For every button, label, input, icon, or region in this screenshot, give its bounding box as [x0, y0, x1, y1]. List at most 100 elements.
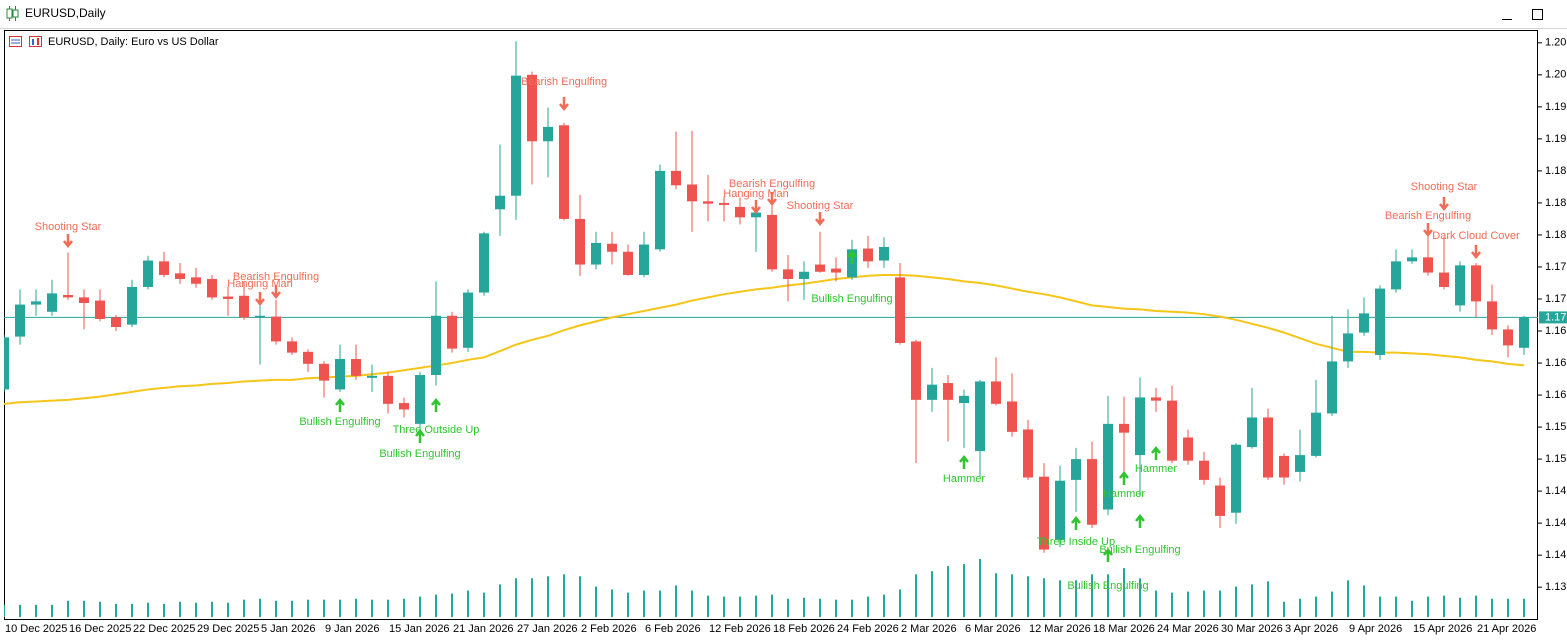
candle-body	[303, 351, 313, 364]
volume-bar	[691, 590, 693, 617]
pattern-arrow	[1119, 470, 1129, 485]
y-tick-label: 1.14	[1545, 517, 1566, 529]
candle-body	[735, 206, 745, 218]
candle-body	[1423, 257, 1433, 273]
volume-bar	[579, 576, 581, 617]
x-tick-label: 12 Feb 2026	[709, 623, 771, 635]
candle-body	[687, 184, 697, 202]
pattern-arrow	[1151, 445, 1161, 460]
y-tick-label: 1.18	[1545, 165, 1566, 177]
candle-body	[975, 381, 985, 452]
pattern-arrow	[767, 192, 777, 207]
candle-body	[1199, 460, 1209, 480]
volume-bar	[19, 604, 21, 617]
candle-body	[911, 341, 921, 400]
volume-bar	[1459, 597, 1461, 617]
volume-bar	[1491, 598, 1493, 617]
title-bar	[0, 0, 1567, 28]
candle-body	[1343, 333, 1353, 362]
volume-bar	[947, 566, 949, 617]
candle-body	[351, 359, 361, 376]
pattern-arrow	[1423, 223, 1433, 238]
x-tick-label: 24 Feb 2026	[837, 623, 899, 635]
moving-average	[4, 273, 1525, 405]
candle-body	[799, 271, 809, 279]
volume-bar	[467, 590, 469, 617]
candle-body	[111, 317, 121, 328]
candle-body	[239, 295, 249, 318]
volume-bar	[83, 600, 85, 617]
volume-bar	[435, 594, 437, 617]
volume-bar	[1427, 596, 1429, 617]
volume-bar	[1523, 598, 1525, 617]
candle-body	[991, 381, 1001, 404]
volume-bar	[403, 598, 405, 617]
candle-body	[879, 246, 889, 261]
candle-body	[63, 294, 73, 298]
x-tick-label: 21 Apr 2026	[1477, 623, 1536, 635]
x-tick-label: 22 Dec 2025	[133, 623, 195, 635]
volume-bar	[883, 594, 885, 617]
x-tick-label: 18 Mar 2026	[1093, 623, 1155, 635]
volume-bar	[1123, 568, 1125, 617]
y-tick-label: 1.18	[1545, 229, 1566, 241]
volume-bar	[1011, 574, 1013, 617]
pattern-arrow	[1471, 245, 1481, 260]
window-title: EURUSD,Daily	[25, 6, 106, 20]
x-tick-label: 12 Mar 2026	[1029, 623, 1091, 635]
pattern-arrow	[415, 428, 425, 443]
volume-bar	[1139, 578, 1141, 617]
volume-bar	[1203, 590, 1205, 617]
candle-body	[543, 126, 553, 142]
x-tick-label: 16 Dec 2025	[69, 623, 131, 635]
volume-bar	[835, 599, 837, 617]
volume-bar	[1171, 592, 1173, 617]
candle-body	[1119, 423, 1129, 433]
candle-body	[575, 218, 585, 265]
chart-title: EURUSD, Daily: Euro vs US Dollar	[48, 36, 219, 48]
y-tick-label: 1.19	[1545, 101, 1566, 113]
pattern-arrow	[1103, 547, 1113, 562]
candle-body	[527, 74, 537, 142]
volume-bar	[227, 602, 229, 617]
candle-body	[959, 395, 969, 404]
volume-bar	[1443, 595, 1445, 617]
pattern-label: Bearish Engulfing	[521, 76, 607, 88]
volume-bar	[707, 595, 709, 617]
candle-body	[591, 242, 601, 265]
candle-body	[927, 384, 937, 400]
pattern-arrow	[1071, 515, 1081, 530]
volume-bar	[419, 596, 421, 617]
candle-body	[1151, 397, 1161, 401]
pattern-arrow	[1135, 513, 1145, 528]
x-tick-label: 2 Feb 2026	[581, 623, 637, 635]
volume-bar	[755, 595, 757, 617]
volume-bar	[531, 578, 533, 617]
volume-bar	[1363, 585, 1365, 617]
x-tick-label: 29 Dec 2025	[197, 623, 259, 635]
y-tick-label: 1.20	[1545, 69, 1566, 81]
candle-body	[1007, 401, 1017, 432]
candle-body	[1519, 317, 1529, 348]
volume-bar	[451, 593, 453, 617]
volume-bar	[1075, 580, 1077, 617]
volume-bar	[1235, 586, 1237, 617]
pattern-arrow	[959, 454, 969, 469]
y-tick-label: 1.18	[1545, 197, 1566, 209]
pattern-arrow	[1439, 197, 1449, 212]
candle-body	[335, 359, 345, 390]
x-tick-label: 9 Jan 2026	[325, 623, 379, 635]
volume-bar	[979, 559, 981, 617]
candle-body	[15, 304, 25, 337]
candle-body	[1071, 459, 1081, 480]
volume-bar	[867, 596, 869, 617]
maximize-button[interactable]	[1532, 9, 1543, 20]
volume-bar	[1507, 598, 1509, 617]
volume-bar	[563, 574, 565, 617]
window-icon	[6, 6, 19, 21]
pattern-arrow	[559, 97, 569, 112]
x-tick-label: 15 Jan 2026	[389, 623, 450, 635]
candle-body	[399, 403, 409, 410]
